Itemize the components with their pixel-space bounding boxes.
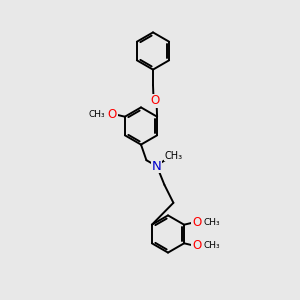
Text: CH₃: CH₃ [204,241,220,250]
Text: CH₃: CH₃ [88,110,105,119]
Text: CH₃: CH₃ [204,218,220,227]
Text: CH₃: CH₃ [164,151,182,161]
Text: N: N [152,160,162,173]
Text: O: O [150,94,160,107]
Text: O: O [192,216,201,229]
Text: O: O [108,108,117,121]
Text: O: O [192,239,201,252]
